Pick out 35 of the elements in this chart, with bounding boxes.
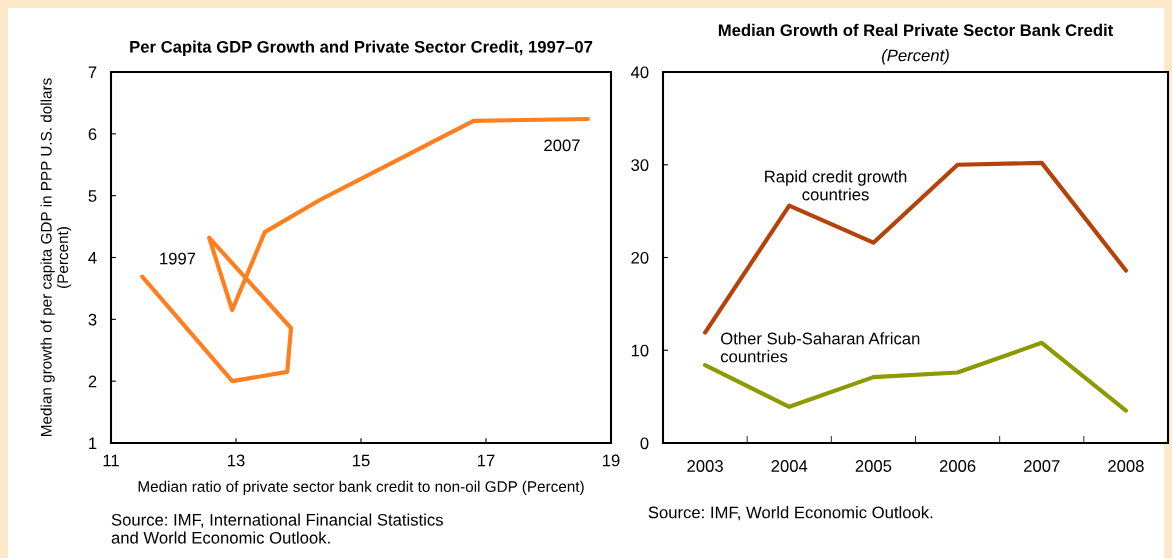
x-tick-label: 2005 (855, 460, 892, 472)
y-axis-title: Median growth of per capita GDP in PPP U.S. dollars (Percent) (40, 78, 72, 436)
chart-subtitle: (Percent) (882, 49, 949, 65)
x-tick-label: 11 (103, 454, 119, 467)
line-series (140, 116, 590, 384)
y-tick-label: 4 (88, 252, 97, 264)
source-note: Source: IMF, World Economic Outlook. (648, 506, 933, 521)
y-tick-label: 6 (88, 128, 97, 141)
y-tick-label: 3 (88, 313, 97, 326)
x-tick-label: 2008 (1108, 460, 1144, 472)
x-tick-label: 2006 (939, 460, 976, 472)
x-tick-label: 2004 (771, 460, 808, 472)
y-tick-label: 30 (631, 159, 649, 171)
y-tick-label: 2 (88, 375, 97, 388)
x-axis-title: Median ratio of private sector bank credit to non-oil GDP (Percent) (138, 480, 584, 495)
x-tick-label: 17 (478, 454, 495, 467)
y-tick-label: 5 (88, 190, 97, 202)
y-tick-label: 40 (630, 66, 649, 79)
x-tick-label: 2003 (687, 460, 723, 472)
annotation: 1997 (160, 252, 196, 265)
y-tick-label: 7 (88, 66, 97, 79)
x-tick-label: 19 (603, 454, 620, 467)
series-label: Rapid credit growth countries (765, 170, 907, 201)
y-tick-label: 10 (631, 344, 649, 357)
series-label: Other Sub-Saharan African countries (720, 332, 920, 363)
y-tick-label: 0 (640, 437, 649, 450)
x-tick-label: 2007 (1024, 460, 1060, 472)
x-tick-label: 13 (228, 454, 245, 467)
y-tick-label: 20 (631, 251, 649, 264)
y-tick-label: 1 (89, 437, 97, 450)
chart-title: Median Growth of Real Private Sector Bank Credit (718, 23, 1114, 37)
source-note: Source: IMF, International Financial Statistics and World Economic Outlook. (111, 513, 443, 544)
chart-title: Per Capita GDP Growth and Private Sector Credit, 1997–07 (130, 40, 593, 57)
x-tick-label: 15 (353, 454, 370, 467)
annotation: 2007 (544, 139, 580, 152)
